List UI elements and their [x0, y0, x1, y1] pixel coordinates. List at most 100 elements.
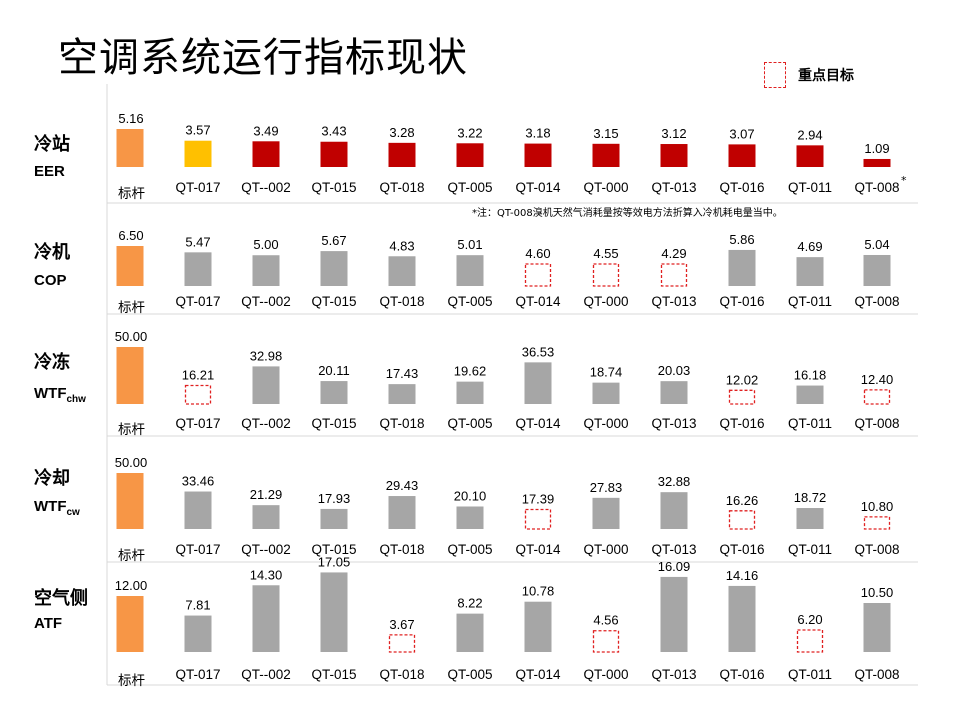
bar — [252, 366, 280, 404]
value-label: 10.78 — [522, 584, 555, 599]
panel-subtitle: EER — [34, 163, 65, 180]
category-label: QT-014 — [515, 542, 561, 557]
bar — [796, 385, 824, 404]
bar — [796, 257, 824, 286]
panel-name: 空气侧 — [34, 587, 88, 609]
bar-dashed — [863, 389, 891, 405]
value-label: 4.83 — [389, 238, 414, 253]
category-label: QT-005 — [447, 542, 492, 557]
category-label: QT-015 — [311, 180, 356, 195]
bar — [863, 254, 891, 286]
panel-name: 冷机 — [34, 241, 70, 263]
legend: 重点目标 — [764, 62, 854, 88]
category-label: QT-008 — [854, 416, 899, 431]
value-label: 3.22 — [457, 125, 482, 140]
bar — [728, 585, 756, 652]
bar — [184, 140, 212, 167]
bar — [660, 144, 688, 167]
category-label: QT--002 — [241, 180, 291, 195]
category-label: 标杆 — [118, 548, 145, 563]
panel-4: 冷却 WTFcw 50.00 标杆 33.46 QT-017 21.29 QT--002 17.… — [34, 428, 918, 563]
value-label: 6.50 — [118, 228, 143, 243]
value-label: 20.10 — [454, 488, 487, 503]
value-label: 5.67 — [321, 233, 346, 248]
bar — [863, 158, 891, 167]
value-label: 1.09 — [864, 141, 889, 156]
category-label: QT-015 — [311, 294, 356, 309]
bar-dashed — [592, 263, 620, 287]
value-label: 5.01 — [457, 237, 482, 252]
bar — [456, 255, 484, 286]
category-label: 标杆 — [118, 186, 145, 201]
bar-dashed — [524, 263, 552, 287]
value-label: 27.83 — [590, 480, 623, 495]
value-label: 32.88 — [658, 474, 691, 489]
bar — [796, 145, 824, 167]
value-label: 17.05 — [318, 554, 351, 569]
value-label: 17.43 — [386, 366, 419, 381]
bar — [456, 506, 484, 529]
value-label: 4.60 — [525, 246, 550, 261]
bar-dashed — [796, 629, 824, 653]
bar — [320, 251, 348, 286]
category-label: QT-011 — [788, 416, 832, 431]
value-label: 3.49 — [253, 123, 278, 138]
category-label: QT-018 — [379, 667, 424, 682]
bar — [320, 572, 348, 652]
category-label: QT-013 — [651, 416, 696, 431]
value-label: 5.16 — [118, 111, 143, 126]
bar — [728, 249, 756, 286]
value-label: 4.69 — [797, 239, 822, 254]
value-label: 4.55 — [593, 246, 618, 261]
bar-dashed — [660, 263, 688, 287]
category-label: QT-017 — [175, 416, 220, 431]
value-label: 7.81 — [185, 598, 210, 613]
category-label: QT-013 — [651, 180, 696, 195]
value-label: 5.04 — [864, 237, 889, 252]
bar — [388, 256, 416, 286]
category-label: QT-017 — [175, 294, 220, 309]
bar — [524, 601, 552, 652]
category-label: QT-000 — [583, 542, 628, 557]
category-label: QT-011 — [788, 542, 832, 557]
category-label: QT-015 — [311, 667, 356, 682]
category-label: QT--002 — [241, 667, 291, 682]
panel-subtitle: COP — [34, 272, 67, 289]
panel-name: 冷却 — [34, 467, 70, 489]
value-label: 16.26 — [726, 493, 759, 508]
bar-benchmark — [116, 246, 144, 286]
panel-1: 冷站 EER 5.16 标杆 3.57 QT-017 3.49 QT--002 3.43 QT-0… — [34, 84, 918, 219]
category-label: QT-016 — [719, 667, 764, 682]
value-label: 16.09 — [658, 559, 691, 574]
category-label: QT-015 — [311, 416, 356, 431]
bar — [320, 381, 348, 404]
category-label: QT-008 — [854, 180, 899, 195]
category-label: QT-014 — [515, 180, 561, 195]
bar — [592, 382, 620, 404]
category-label: QT--002 — [241, 416, 291, 431]
value-label: 17.39 — [522, 492, 555, 507]
value-label: 50.00 — [115, 329, 148, 344]
value-label: 32.98 — [250, 348, 283, 363]
panel-subtitle: WTFcw — [34, 498, 80, 518]
value-label: 20.03 — [658, 363, 691, 378]
category-label: QT-018 — [379, 416, 424, 431]
bar-dashed — [728, 510, 756, 530]
value-label: 12.40 — [861, 372, 894, 387]
bar — [184, 615, 212, 652]
category-label: QT--002 — [241, 294, 291, 309]
bar — [388, 384, 416, 404]
category-label: QT-015 — [311, 542, 356, 557]
category-label: QT-008 — [854, 667, 899, 682]
bar-benchmark — [116, 473, 144, 529]
value-label: 6.20 — [797, 612, 822, 627]
panel-name: 冷站 — [34, 133, 70, 155]
category-label: QT--002 — [241, 542, 291, 557]
value-label: 4.29 — [661, 246, 686, 261]
value-label: 3.15 — [593, 126, 618, 141]
value-label: 3.43 — [321, 124, 346, 139]
value-label: 3.18 — [525, 126, 550, 141]
value-label: 5.86 — [729, 232, 754, 247]
category-label: QT-014 — [515, 667, 561, 682]
